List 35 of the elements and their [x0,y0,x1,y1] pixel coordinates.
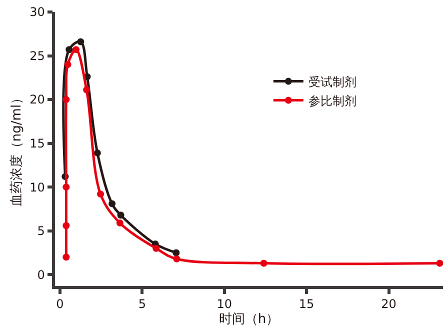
y-tick-label: 0 [37,268,45,282]
point [66,46,73,54]
point [116,219,124,226]
point [62,222,70,230]
y-tick-label: 5 [37,224,45,238]
point [83,86,90,94]
point [77,38,84,46]
point [94,149,101,156]
legend-label: 受试制剂 [308,74,356,89]
x-tick-label: 15 [298,297,314,312]
x-axis-title: 时间（h） [218,312,280,327]
point [97,190,104,198]
point [62,184,70,191]
point [260,260,268,267]
x-tick-label: 5 [138,297,146,312]
y-tick-label: 10 [30,180,45,194]
point [173,255,180,262]
y-axis-title: 血药浓度（ng/ml） [8,91,25,207]
y-tick-label: 30 [30,5,45,20]
point [436,260,443,267]
point [152,244,160,252]
point [62,254,70,261]
point [72,46,80,54]
point [117,212,124,219]
y-tick-label: 20 [30,92,45,107]
point [62,96,70,104]
legend-label: 参比制剂 [308,94,356,108]
x-tick-label: 0 [56,297,64,312]
x-tick-label: 10 [216,297,232,312]
x-tick-label: 20 [381,297,396,312]
y-tick-label: 15 [30,136,45,151]
y-tick-label: 25 [30,48,45,63]
point [108,200,116,208]
point [64,61,72,68]
point [172,249,180,256]
